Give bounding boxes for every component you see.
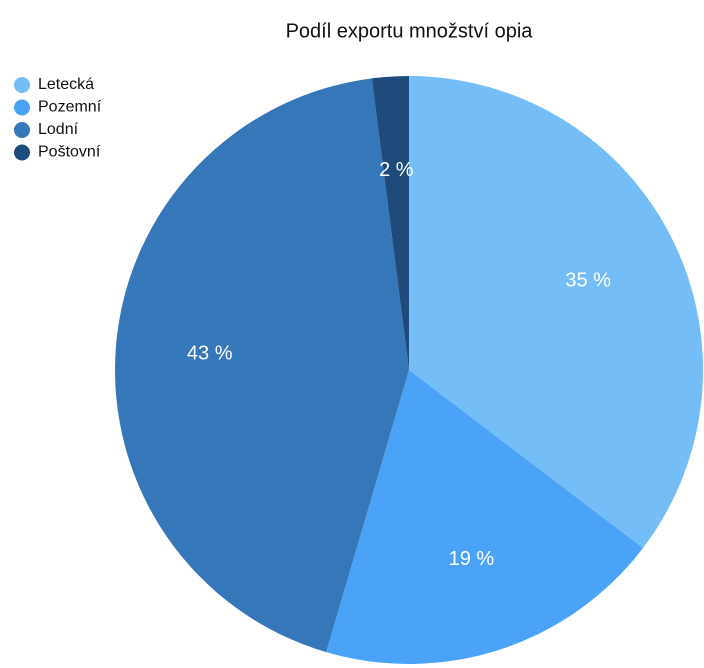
legend-swatch	[14, 99, 30, 116]
legend-label: Letecká	[38, 76, 94, 93]
pie-slice	[326, 370, 643, 665]
legend-swatch	[14, 77, 30, 93]
data-label: 19 %	[449, 548, 495, 570]
pie-slice	[115, 78, 409, 653]
data-label: 2 %	[379, 159, 414, 181]
legend-swatch	[14, 122, 30, 138]
legend-label: Pozemní	[38, 99, 102, 116]
legend-swatch	[14, 144, 30, 161]
pie-slice	[371, 76, 409, 370]
legend-label: Poštovní	[38, 144, 101, 161]
legend-label: Lodní	[38, 121, 79, 138]
data-label: 35 %	[565, 270, 611, 292]
pie-slice	[409, 76, 703, 549]
data-label: 43 %	[187, 342, 233, 364]
chart-title: Podíl exportu množství opia	[286, 20, 534, 42]
